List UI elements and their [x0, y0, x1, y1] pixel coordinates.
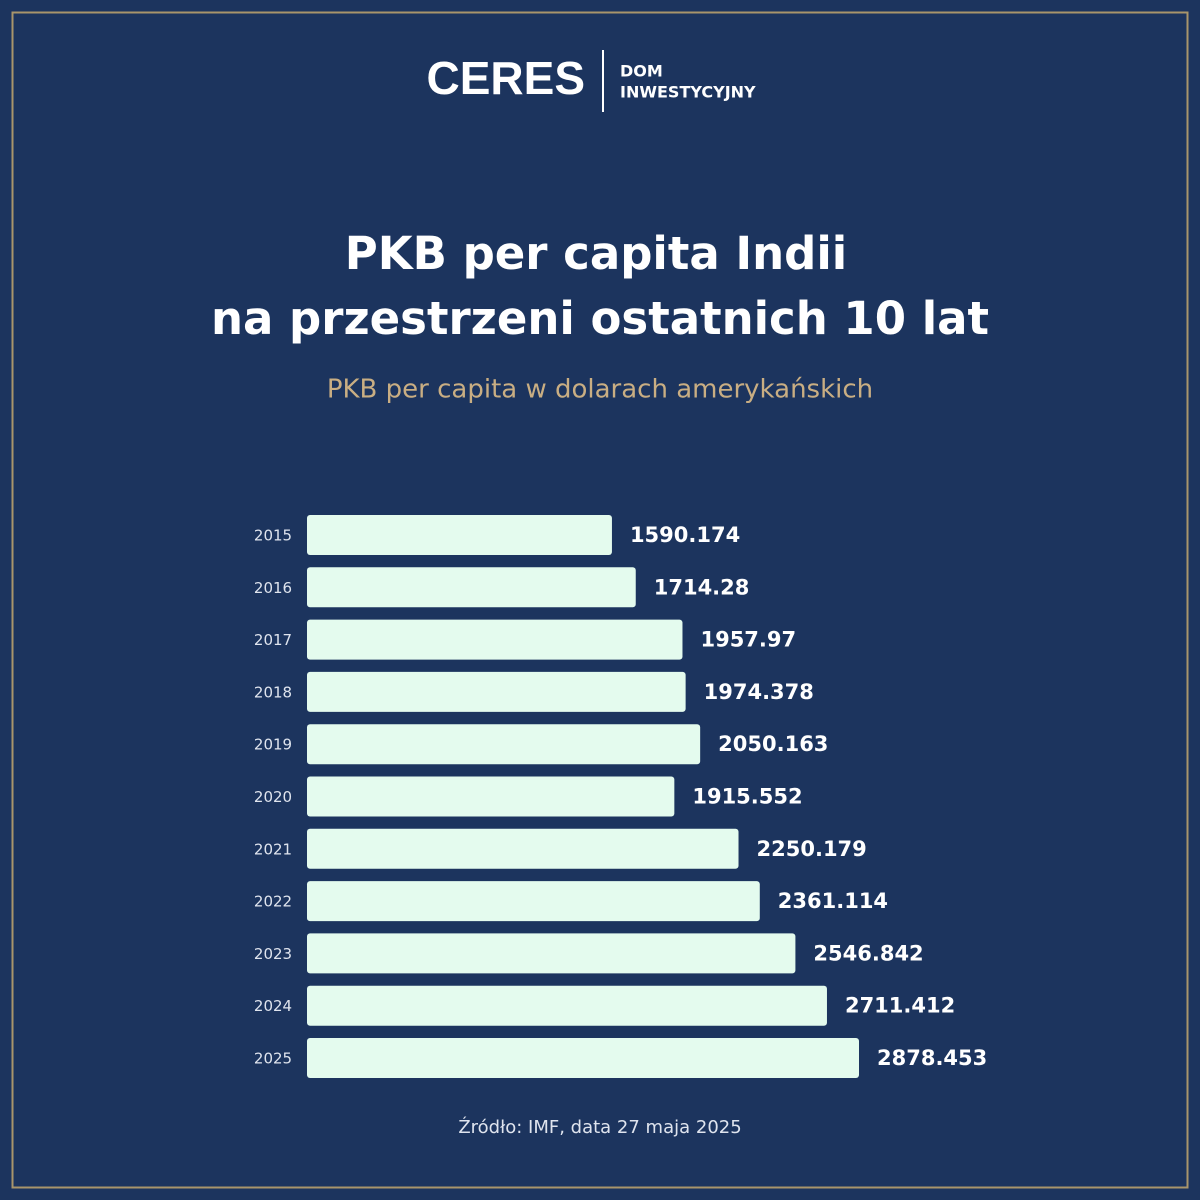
- y-tick-label: 2016: [254, 579, 292, 597]
- value-label: 2050.163: [718, 732, 828, 756]
- y-tick-label: 2018: [254, 683, 292, 701]
- value-label: 2250.179: [757, 837, 867, 861]
- bar: [307, 828, 739, 869]
- y-tick-label: 2015: [254, 527, 292, 545]
- y-tick-label: 2021: [254, 840, 292, 858]
- value-label: 2878.453: [877, 1046, 987, 1070]
- y-tick-label: 2022: [254, 893, 292, 911]
- value-label: 1957.97: [700, 628, 796, 652]
- frame: [11, 11, 1189, 1189]
- y-tick-label: 2023: [254, 945, 292, 963]
- chart-subtitle: PKB per capita w dolarach amerykańskich: [327, 375, 873, 405]
- bar: [307, 567, 636, 608]
- bar: [307, 776, 675, 817]
- brand-sub: DOM: [620, 62, 663, 81]
- value-label: 2711.412: [845, 994, 955, 1018]
- bar: [307, 724, 701, 765]
- value-label: 1915.552: [692, 785, 802, 809]
- value-label: 2361.114: [778, 889, 888, 913]
- y-tick-label: 2019: [254, 736, 292, 754]
- bar: [307, 933, 796, 974]
- chart-title: PKB per capita Indii: [345, 227, 847, 280]
- value-label: 2546.842: [813, 941, 923, 965]
- y-tick-label: 2025: [254, 1050, 292, 1068]
- bar: [307, 881, 760, 922]
- y-tick-label: 2020: [254, 788, 292, 806]
- y-tick-label: 2017: [254, 631, 292, 649]
- bar: [307, 619, 683, 660]
- brand-sub: INWESTYCYJNY: [620, 83, 756, 102]
- bar: [307, 671, 686, 712]
- value-label: 1714.28: [654, 575, 750, 599]
- source: Źródło: IMF, data 27 maja 2025: [458, 1116, 741, 1138]
- brand: CERES: [427, 52, 585, 104]
- value-label: 1974.378: [704, 680, 814, 704]
- bar: [307, 985, 827, 1026]
- bar: [307, 515, 612, 555]
- y-tick-label: 2024: [254, 997, 292, 1015]
- chart-title: na przestrzeni ostatnich 10 lat: [211, 292, 989, 345]
- value-label: 1590.174: [630, 523, 740, 547]
- bar: [307, 1038, 859, 1078]
